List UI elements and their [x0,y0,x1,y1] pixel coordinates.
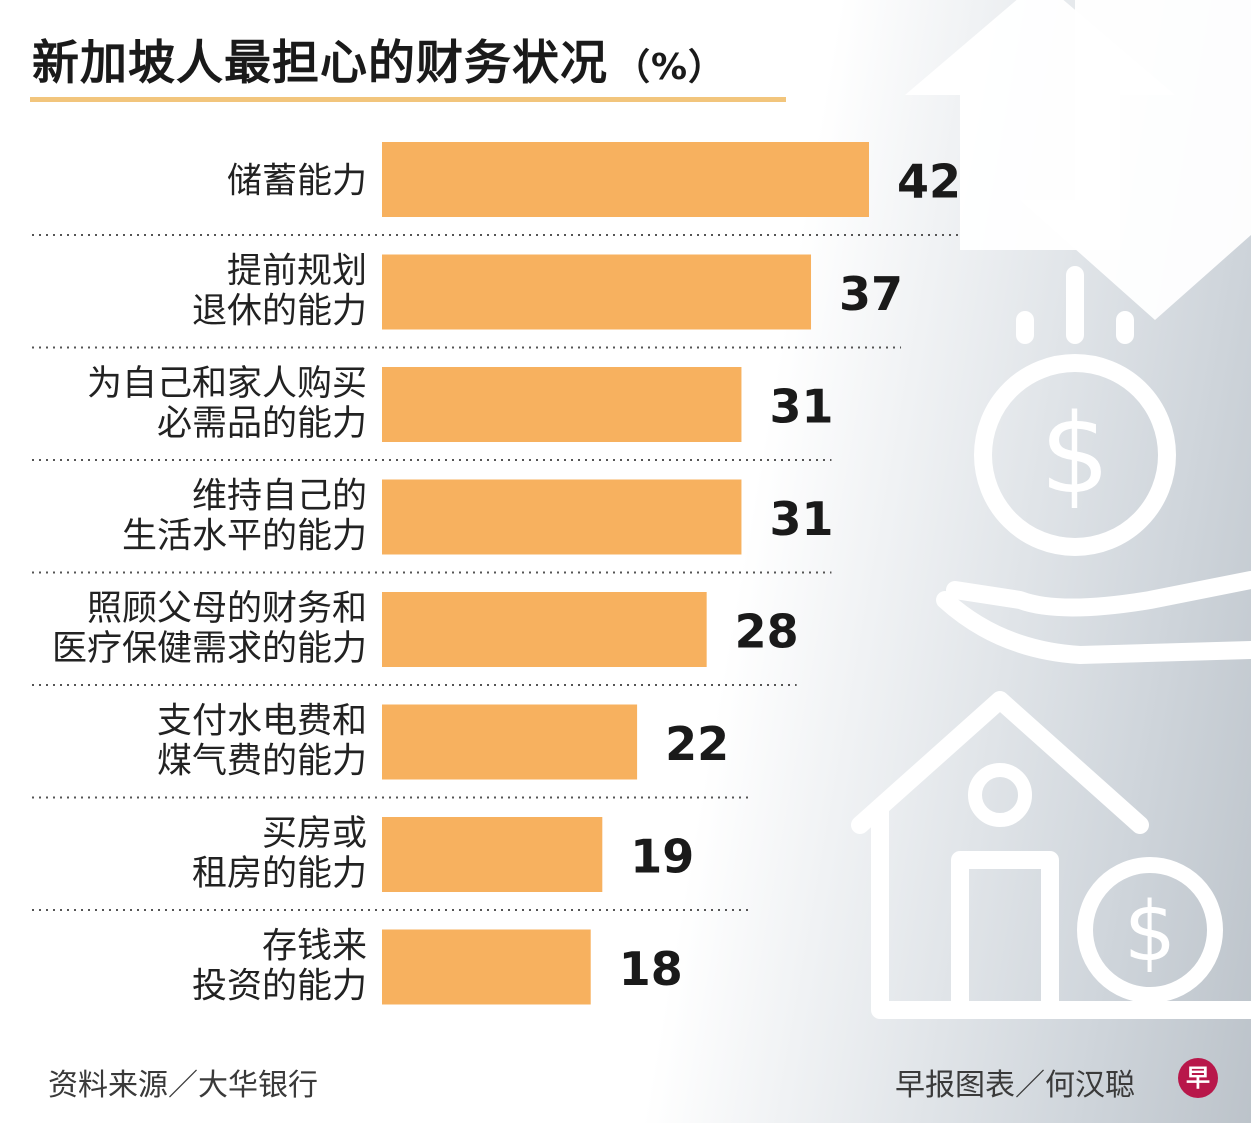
category-label-6-line-2: 煤气费的能力 [157,742,367,782]
bar-1 [382,142,869,217]
data-label-6: 22 [665,717,729,771]
data-label-3: 31 [769,380,833,434]
bar-6 [382,704,638,780]
category-label-8-line-2: 投资的能力 [192,967,367,1007]
category-label-3-line-2: 必需品的能力 [157,404,367,444]
house-window [968,763,1032,827]
data-label-1: 42 [897,155,961,209]
data-label-7: 19 [630,830,694,884]
category-label-3-line-1: 为自己和家人购买 [87,364,367,404]
chart-title-text: 新加坡人最担心的财务状况 [32,36,608,91]
category-label-2-line-2: 退休的能力 [192,292,367,332]
bar-5 [382,592,707,667]
category-label-5-line-1: 照顾父母的财务和 [87,589,367,629]
data-label-5: 28 [735,605,799,659]
bar-3 [382,367,742,442]
category-label-1-line-1: 储蓄能力 [227,162,367,202]
category-label-8-line-1: 存钱来 [262,927,367,967]
dollar-sign-small: $ [1124,885,1176,980]
chart-title: 新加坡人最担心的财务状况 （%） [32,24,725,93]
category-label-2-line-1: 提前规划 [227,252,367,292]
bar-2 [382,254,812,330]
credit-note: 早报图表／何汉聪 [895,1068,1135,1103]
dollar-coin-icon [974,354,1176,556]
title-underline [30,97,786,102]
category-label-7-line-1: 买房或 [262,814,367,854]
source-note: 资料来源／大华银行 [48,1068,318,1103]
bar-8 [382,929,591,1005]
data-label-8: 18 [619,942,683,996]
data-label-4: 31 [769,492,833,546]
category-label-6-line-1: 支付水电费和 [157,702,367,742]
coin-drops [1016,266,1134,344]
dollar-sign: $ [1040,390,1110,518]
arrow-down-icon [1020,0,1251,320]
house-icon [851,691,1251,1019]
bar-7 [382,817,603,892]
category-label-5-line-2: 医疗保健需求的能力 [52,629,367,669]
bar-4 [382,479,742,555]
data-label-2: 37 [839,267,903,321]
category-label-7-line-2: 租房的能力 [192,854,367,894]
category-label-4-line-1: 维持自己的 [192,477,367,517]
house-dollar-coin-icon [1077,857,1223,1003]
chart-title-unit: （%） [614,47,726,88]
category-label-4-line-2: 生活水平的能力 [122,517,367,557]
zaobao-logo-icon: 早 [1178,1058,1218,1098]
open-hand-icon [936,571,1251,664]
